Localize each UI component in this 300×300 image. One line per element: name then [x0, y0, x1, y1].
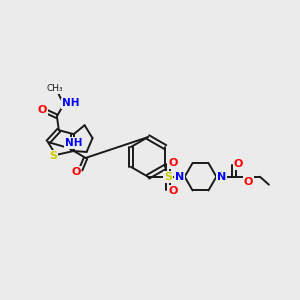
- Text: N: N: [175, 172, 184, 182]
- Text: NH: NH: [62, 98, 80, 108]
- Text: S: S: [164, 172, 172, 182]
- Text: O: O: [233, 159, 243, 169]
- Text: O: O: [37, 105, 47, 116]
- Text: O: O: [243, 177, 253, 187]
- Text: NH: NH: [65, 138, 82, 148]
- Text: O: O: [168, 158, 178, 168]
- Text: O: O: [71, 167, 80, 177]
- Text: O: O: [168, 186, 178, 196]
- Text: S: S: [49, 151, 57, 161]
- Text: CH₃: CH₃: [46, 84, 63, 93]
- Text: N: N: [217, 172, 226, 182]
